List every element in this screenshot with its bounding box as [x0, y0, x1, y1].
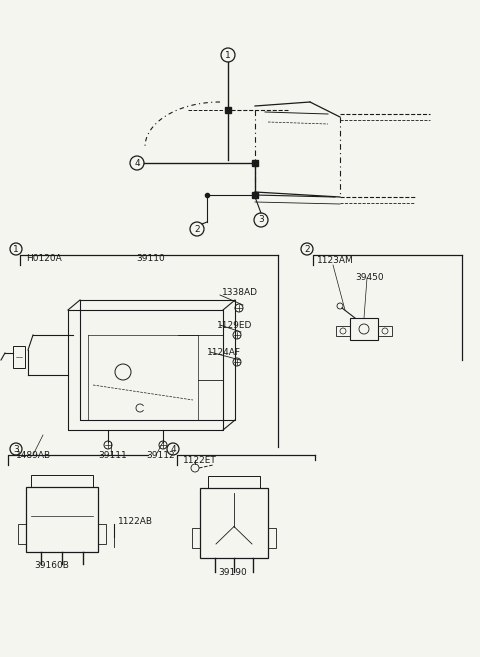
Text: 3: 3: [258, 215, 264, 225]
Circle shape: [235, 304, 243, 312]
Text: 3: 3: [13, 445, 19, 453]
Bar: [208, 476, 260, 488]
Bar: [18, 524, 26, 544]
Bar: [350, 318, 378, 340]
Bar: [200, 488, 268, 558]
Text: 39190: 39190: [218, 568, 247, 577]
Bar: [13, 346, 25, 368]
Text: 39160B: 39160B: [34, 561, 69, 570]
Bar: [336, 326, 350, 336]
Text: 39110: 39110: [136, 254, 165, 263]
Text: 1129ED: 1129ED: [217, 321, 252, 330]
Circle shape: [159, 441, 167, 449]
Text: 1122AB: 1122AB: [118, 517, 153, 526]
Text: 1: 1: [225, 51, 231, 60]
Text: 39112: 39112: [146, 451, 175, 460]
Text: 1: 1: [13, 244, 19, 254]
Bar: [98, 524, 106, 544]
Circle shape: [104, 441, 112, 449]
Bar: [268, 528, 276, 548]
Text: 1489AB: 1489AB: [16, 451, 51, 460]
Bar: [26, 487, 98, 552]
Bar: [192, 528, 200, 548]
Text: H0120A: H0120A: [26, 254, 62, 263]
Text: 39111: 39111: [98, 451, 127, 460]
Text: 2: 2: [194, 225, 200, 233]
Text: 1124AF: 1124AF: [207, 348, 241, 357]
Text: 1338AD: 1338AD: [222, 288, 258, 297]
Text: 4: 4: [170, 445, 176, 453]
Bar: [31, 475, 93, 487]
Text: 2: 2: [304, 244, 310, 254]
Text: 1122ET: 1122ET: [183, 456, 217, 465]
Text: 1123AM: 1123AM: [317, 256, 354, 265]
Bar: [378, 326, 392, 336]
Circle shape: [233, 331, 241, 339]
Text: 4: 4: [134, 158, 140, 168]
Circle shape: [233, 358, 241, 366]
Text: 39450: 39450: [355, 273, 384, 282]
